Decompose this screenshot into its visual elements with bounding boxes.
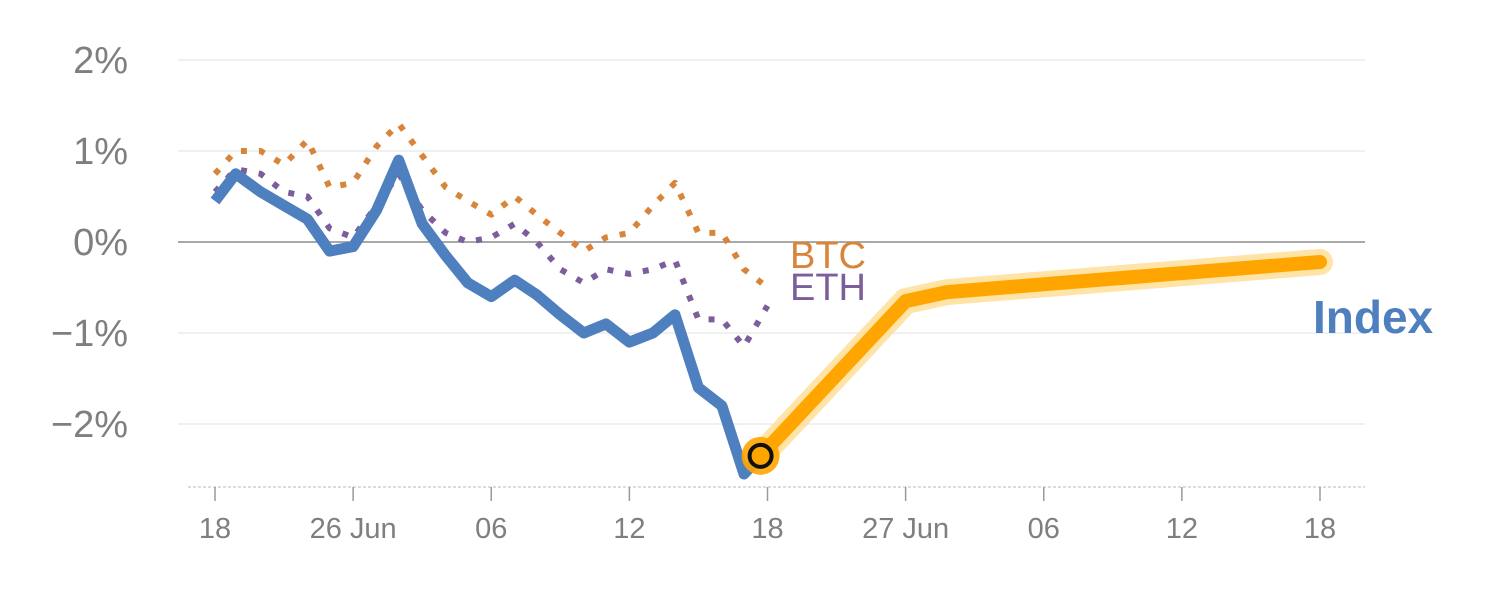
series-lines: [210, 120, 1333, 480]
index-label: Index: [1313, 291, 1434, 343]
y-tick-label: 2%: [73, 40, 128, 82]
x-tick-label: 12: [613, 513, 645, 545]
forecast-line: [753, 255, 1327, 463]
y-axis-ticks: 2% 1% 0% −1% −2%: [51, 40, 128, 446]
y-tick-label: 0%: [73, 222, 128, 264]
eth-line: [212, 166, 771, 350]
x-tick-label: 12: [1166, 513, 1198, 545]
eth-label: ETH: [790, 267, 866, 309]
y-tick-label: −2%: [51, 404, 128, 446]
x-tick-label: 06: [475, 513, 507, 545]
y-tick-label: 1%: [73, 131, 128, 173]
x-tick-label: 18: [751, 513, 783, 545]
y-tick-label: −1%: [51, 313, 128, 355]
x-axis: 18 26 Jun 06 12 18 27 Jun 06 12 18: [188, 486, 1365, 545]
x-tick-label: 18: [1304, 513, 1336, 545]
gridlines: [178, 59, 1365, 425]
x-tick-label: 18: [199, 513, 231, 545]
x-tick-label: 26 Jun: [310, 513, 397, 545]
btc-line: [212, 120, 770, 290]
x-tick-label: 06: [1028, 513, 1060, 545]
index-line: [210, 154, 765, 480]
btc-label: BTC: [790, 235, 866, 277]
highlight-point: [747, 442, 774, 469]
x-tick-label: 27 Jun: [862, 513, 949, 545]
